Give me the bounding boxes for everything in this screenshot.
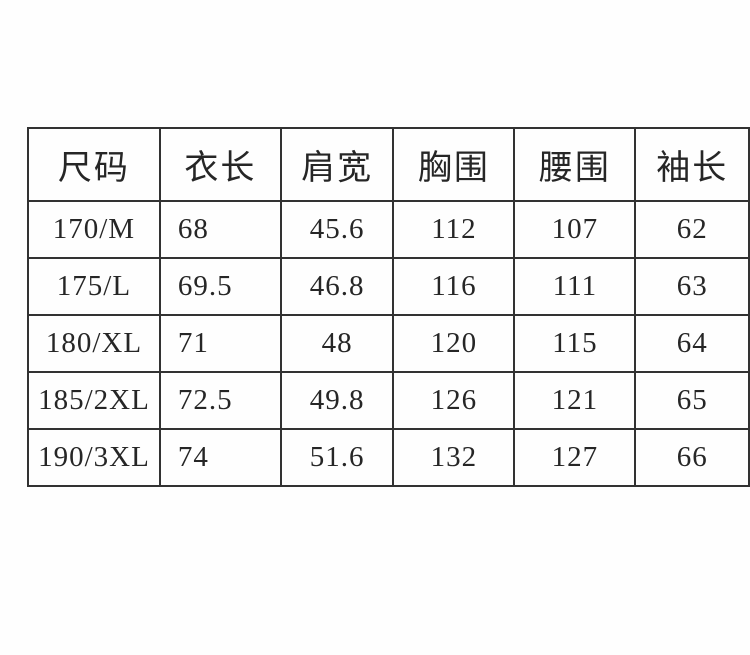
cell-sleeve: 64 <box>634 314 750 373</box>
cell-length: 71 <box>158 314 282 373</box>
cell-length: 68 <box>158 200 282 259</box>
cell-chest: 132 <box>392 428 516 487</box>
table-row: 190/3XL 74 51.6 132 127 66 <box>27 428 750 487</box>
cell-chest: 112 <box>392 200 516 259</box>
table-row: 185/2XL 72.5 49.8 126 121 65 <box>27 371 750 430</box>
cell-sleeve: 63 <box>634 257 750 316</box>
table-row: 170/M 68 45.6 112 107 62 <box>27 200 750 259</box>
cell-shoulder: 49.8 <box>279 371 395 430</box>
cell-waist: 115 <box>513 314 637 373</box>
cell-size: 190/3XL <box>27 428 161 487</box>
column-header-shoulder: 肩宽 <box>279 127 395 202</box>
cell-sleeve: 62 <box>634 200 750 259</box>
cell-size: 175/L <box>27 257 161 316</box>
cell-shoulder: 51.6 <box>279 428 395 487</box>
cell-waist: 127 <box>513 428 637 487</box>
cell-length: 69.5 <box>158 257 282 316</box>
header-row: 尺码 衣长 肩宽 胸围 腰围 袖长 <box>27 127 750 202</box>
cell-size: 170/M <box>27 200 161 259</box>
cell-sleeve: 66 <box>634 428 750 487</box>
column-header-waist: 腰围 <box>513 127 637 202</box>
cell-shoulder: 46.8 <box>279 257 395 316</box>
column-header-length: 衣长 <box>158 127 282 202</box>
cell-waist: 121 <box>513 371 637 430</box>
cell-waist: 111 <box>513 257 637 316</box>
cell-chest: 120 <box>392 314 516 373</box>
cell-waist: 107 <box>513 200 637 259</box>
column-header-chest: 胸围 <box>392 127 516 202</box>
cell-size: 180/XL <box>27 314 161 373</box>
size-chart-table: 尺码 衣长 肩宽 胸围 腰围 袖长 170/M 68 45.6 112 107 … <box>27 127 750 487</box>
table-row: 175/L 69.5 46.8 116 111 63 <box>27 257 750 316</box>
column-header-size: 尺码 <box>27 127 161 202</box>
table-row: 180/XL 71 48 120 115 64 <box>27 314 750 373</box>
cell-length: 72.5 <box>158 371 282 430</box>
cell-chest: 116 <box>392 257 516 316</box>
cell-size: 185/2XL <box>27 371 161 430</box>
cell-sleeve: 65 <box>634 371 750 430</box>
column-header-sleeve: 袖长 <box>634 127 750 202</box>
cell-length: 74 <box>158 428 282 487</box>
cell-chest: 126 <box>392 371 516 430</box>
cell-shoulder: 48 <box>279 314 395 373</box>
cell-shoulder: 45.6 <box>279 200 395 259</box>
